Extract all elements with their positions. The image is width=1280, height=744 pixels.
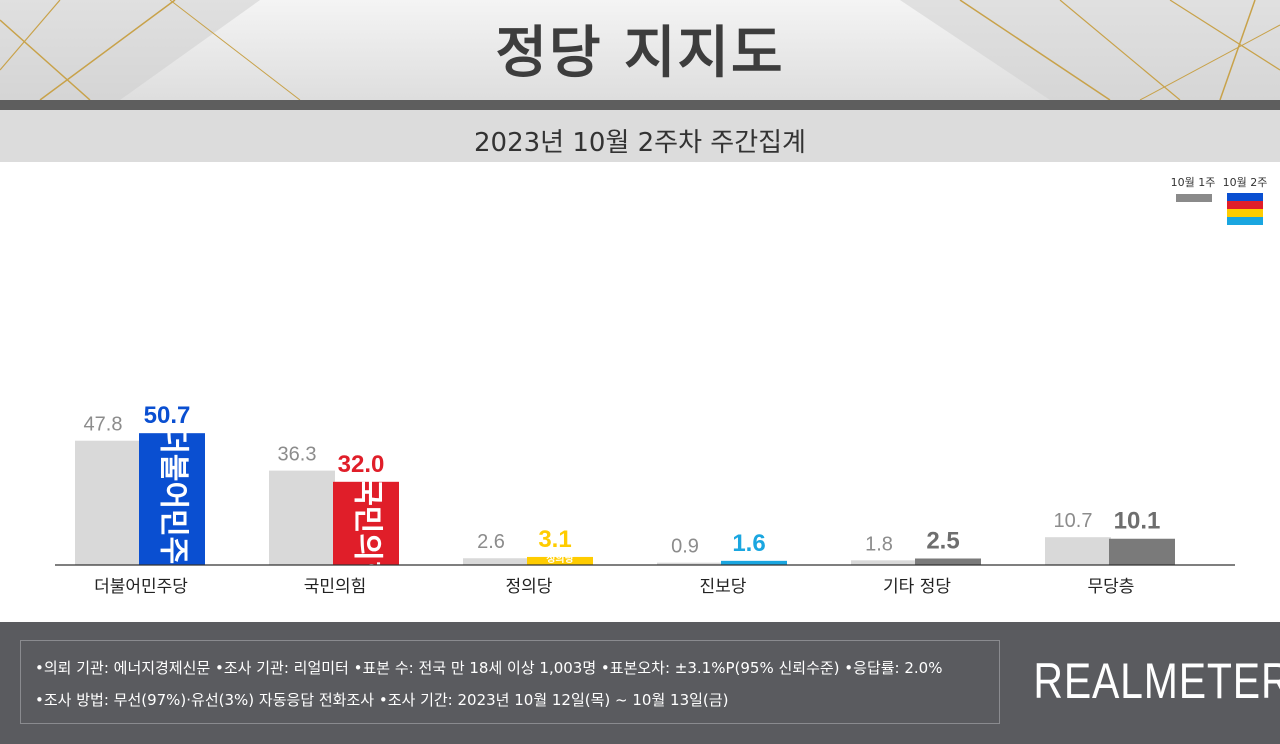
bar-group: 10.7 10.1 [1045,508,1175,565]
bar-group: 1.8 2.5 [851,528,981,565]
bar-prev [1045,537,1111,565]
value-label-curr: 32.0 [338,451,385,478]
note-line-2: •조사 방법: 무선(97%)·유선(3%) 자동응답 전화조사 •조사 기간:… [35,691,729,709]
bar-party-logo: 정의당 [546,552,574,565]
bar-prev [463,558,529,565]
legend-stripe [1227,217,1263,225]
divider [0,100,1280,110]
decorative-lines [0,0,1280,100]
x-tick-label: 진보당 [700,577,747,597]
bar-group: 0.9 1.6 [657,530,787,565]
bar-prev [75,440,141,565]
legend-stripe [1227,201,1263,209]
x-tick-label: 국민의힘 [304,577,367,597]
value-label-curr: 10.1 [1114,508,1161,535]
bar-curr [527,556,593,565]
value-label-curr: 3.1 [538,526,571,553]
bar-prev [269,470,335,565]
subtitle: 2023년 10월 2주차 주간집계 [474,128,806,158]
x-tick-label: 정의당 [506,577,553,597]
x-tick-label: 무당층 [1088,577,1135,597]
bar-party-logo: 국민의힘 [350,478,385,588]
value-label-prev: 0.9 [671,536,699,558]
legend: 10월 1주 10월 2주 [1171,176,1268,225]
value-label-curr: 1.6 [732,530,765,557]
bar-curr [721,560,787,565]
survey-notes: •의뢰 기관: 에너지경제신문 •조사 기관: 리얼미터 •표본 수: 전국 만… [20,640,1000,724]
legend-swatch-prev [1176,194,1212,202]
value-label-prev: 36.3 [278,444,317,466]
note-line-1: •의뢰 기관: 에너지경제신문 •조사 기관: 리얼미터 •표본 수: 전국 만… [35,659,943,677]
bar-party-logo: 더불어민주당 [156,426,191,592]
bar-curr [139,433,205,565]
bar-prev [851,560,917,565]
bar-curr [333,481,399,565]
value-label-curr: 50.7 [144,402,191,429]
value-label-prev: 47.8 [84,414,123,436]
legend-swatch-curr [1227,193,1263,225]
value-label-curr: 2.5 [926,528,959,555]
realmeter-logo: REALMETER [1033,653,1280,709]
legend-label-prev: 10월 1주 [1171,176,1216,189]
page-title: 정당 지지도 [495,21,785,86]
value-label-prev: 2.6 [477,531,505,553]
value-label-prev: 1.8 [865,533,893,555]
value-label-prev: 10.7 [1054,510,1093,532]
subtitle-bar [0,110,1280,162]
bar-curr [915,558,981,565]
legend-stripe [1227,193,1263,201]
bar-prev [657,562,723,565]
x-tick-label: 더불어민주당 [94,577,188,597]
x-tick-label: 기타 정당 [883,577,951,597]
header-banner: 정당 지지도 [0,0,1280,100]
legend-label-curr: 10월 2주 [1223,176,1268,189]
bar-curr [1109,538,1175,565]
legend-stripe [1227,209,1263,217]
